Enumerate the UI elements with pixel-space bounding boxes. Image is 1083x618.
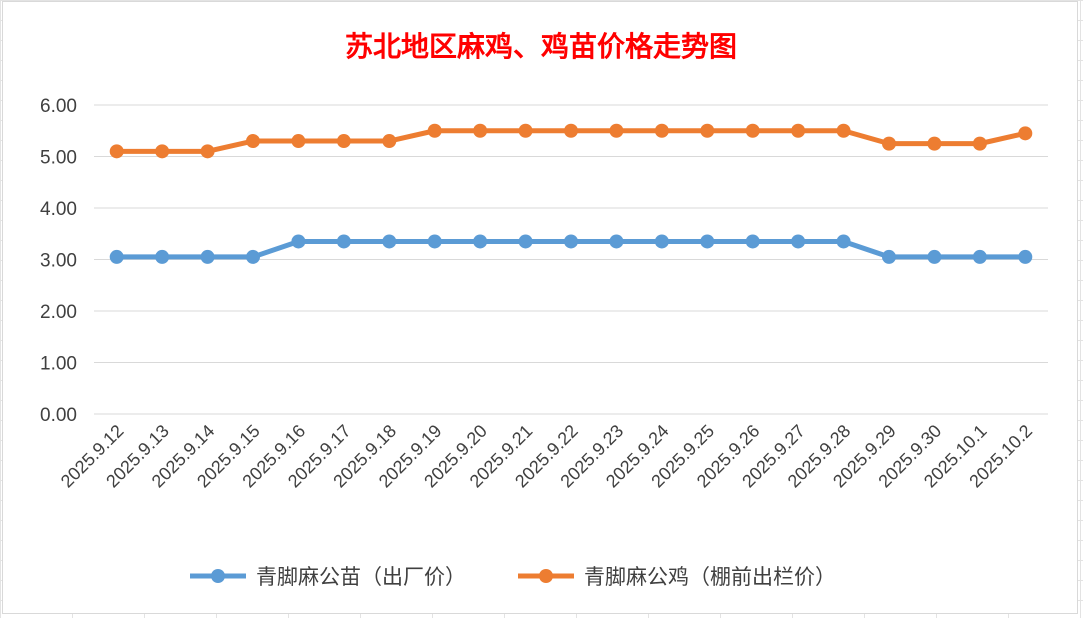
data-point[interactable]: [882, 136, 896, 151]
y-tick-label: 3.00: [40, 251, 77, 272]
data-point[interactable]: [700, 123, 715, 138]
y-tick-label: 6.00: [40, 96, 77, 117]
data-point[interactable]: [791, 234, 806, 249]
data-point[interactable]: [246, 134, 260, 149]
data-point[interactable]: [564, 234, 578, 249]
data-point[interactable]: [336, 134, 351, 149]
legend-swatch-marker: [539, 569, 553, 583]
data-point[interactable]: [291, 134, 306, 149]
data-point[interactable]: [609, 123, 624, 138]
data-point[interactable]: [155, 144, 170, 159]
data-point[interactable]: [336, 234, 351, 249]
data-point[interactable]: [654, 123, 669, 138]
data-point[interactable]: [927, 249, 942, 264]
legend: 青脚麻公苗（出厂价） 青脚麻公鸡（棚前出栏价）: [190, 565, 836, 589]
data-point[interactable]: [427, 123, 442, 138]
legend-item-blue[interactable]: 青脚麻公苗（出厂价）: [190, 565, 466, 589]
data-point[interactable]: [745, 234, 760, 249]
data-point[interactable]: [427, 234, 442, 249]
y-tick-label: 5.00: [40, 148, 77, 169]
gridlines: [94, 104, 1048, 415]
data-point[interactable]: [109, 249, 124, 264]
legend-label: 青脚麻公苗（出厂价）: [256, 565, 466, 589]
legend-item-orange[interactable]: 青脚麻公鸡（棚前出栏价）: [518, 565, 836, 589]
data-point[interactable]: [654, 234, 669, 249]
chart-title: 苏北地区麻鸡、鸡苗价格走势图: [345, 30, 737, 63]
data-point[interactable]: [246, 249, 260, 264]
data-point[interactable]: [382, 134, 397, 149]
data-point[interactable]: [200, 144, 215, 159]
data-point[interactable]: [700, 234, 715, 249]
data-point[interactable]: [791, 123, 806, 138]
data-point[interactable]: [200, 249, 215, 264]
data-point[interactable]: [1018, 126, 1033, 141]
data-point[interactable]: [473, 234, 488, 249]
data-point[interactable]: [518, 123, 533, 138]
data-point[interactable]: [382, 234, 397, 249]
series-orange: [109, 123, 1033, 159]
series-lines: [109, 123, 1033, 264]
data-point[interactable]: [882, 249, 896, 264]
data-point[interactable]: [927, 136, 942, 151]
y-axis-ticks: 0.00 1.00 2.00 3.00 4.00 5.00 6.00: [40, 96, 77, 426]
data-point[interactable]: [1018, 249, 1033, 264]
data-point[interactable]: [972, 249, 987, 264]
legend-swatch-marker: [211, 569, 225, 583]
data-point[interactable]: [836, 123, 851, 138]
data-point[interactable]: [836, 234, 851, 249]
data-point[interactable]: [745, 123, 760, 138]
y-tick-label: 0.00: [40, 405, 77, 426]
y-tick-label: 4.00: [40, 199, 77, 220]
data-point[interactable]: [291, 234, 306, 249]
data-point[interactable]: [109, 144, 124, 159]
y-tick-label: 2.00: [40, 302, 77, 323]
data-point[interactable]: [155, 249, 170, 264]
data-point[interactable]: [518, 234, 533, 249]
data-point[interactable]: [972, 136, 987, 151]
data-point[interactable]: [564, 123, 578, 138]
series-blue: [109, 234, 1033, 264]
data-point[interactable]: [473, 123, 488, 138]
y-tick-label: 1.00: [40, 354, 77, 375]
legend-label: 青脚麻公鸡（棚前出栏价）: [584, 565, 836, 589]
x-axis-ticks: 2025.9.122025.9.132025.9.142025.9.152025…: [57, 421, 1036, 492]
data-point[interactable]: [609, 234, 624, 249]
